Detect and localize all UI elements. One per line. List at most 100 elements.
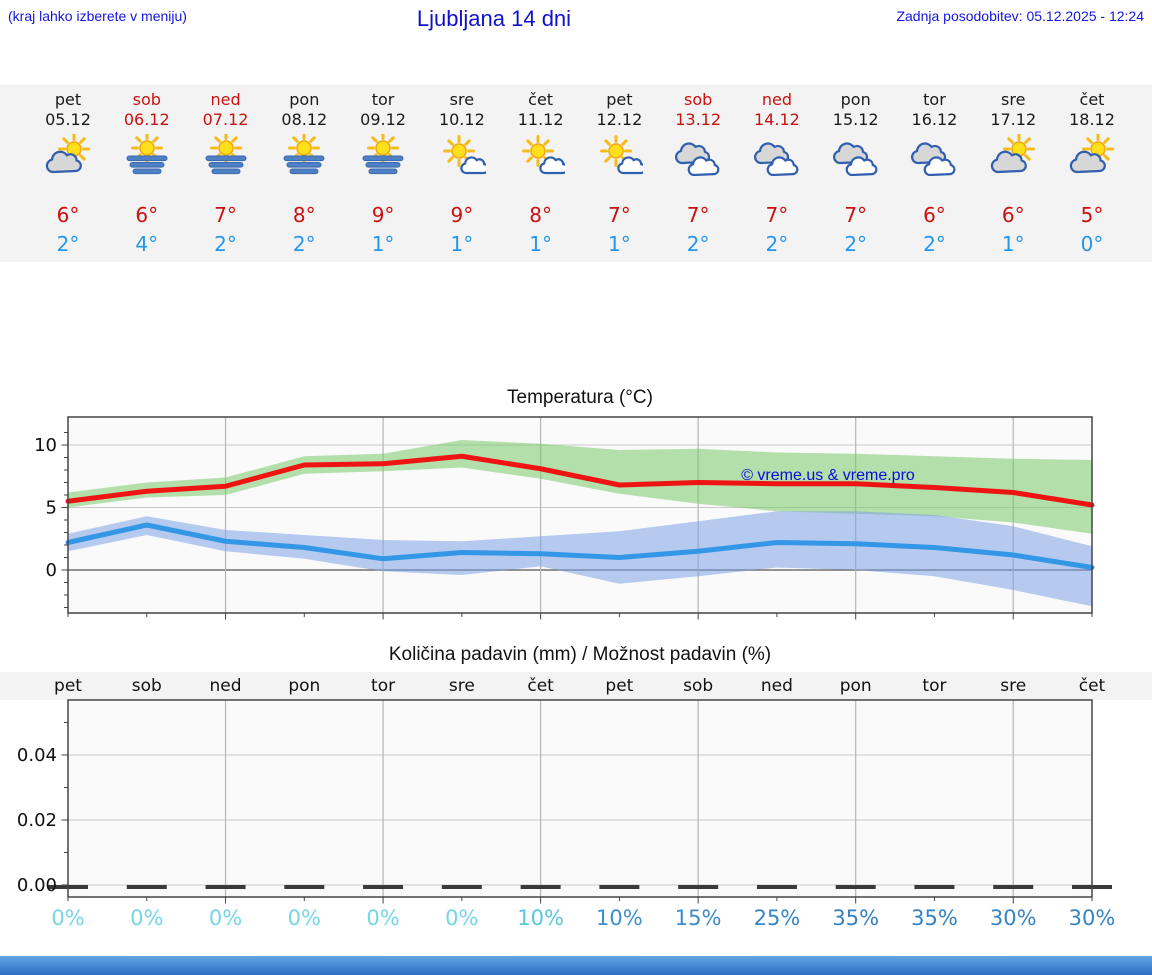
low-temp: 1° [529,232,552,256]
day-label: tor [371,90,395,109]
precip-probability: 30% [1068,906,1116,930]
watermark: © vreme.us & vreme.pro [741,467,915,484]
precip-bar [599,885,640,889]
day-date: 07.12 [202,110,249,129]
forecast-day-column: tor 09.12 9° 1° [344,85,422,262]
precip-day-label: sre [448,676,475,696]
forecast-day-column: sre 10.12 9° 1° [423,85,501,262]
forecast-day-column: pon 15.12 7° 2° [817,85,895,262]
high-temp: 7° [765,203,789,227]
precip-day-label: sob [683,676,714,696]
precip-day-label: sre [1000,676,1027,696]
precip-y-tick-label: 0.04 [17,745,57,766]
cloudy-icon [674,134,722,176]
forecast-day-column: sre 17.12 6° 1° [974,85,1052,262]
mostly-sunny-icon [517,134,565,176]
precip-day-label: ned [760,676,793,696]
precip-bar [520,885,561,889]
day-date: 16.12 [911,110,958,129]
high-temp: 6° [923,203,946,227]
precip-bar [914,885,955,889]
day-label: sob [132,90,161,109]
forecast-day-column: tor 16.12 6° 2° [895,85,973,262]
forecast-day-column: ned 07.12 7° 2° [187,85,265,262]
precip-probability: 35% [911,906,958,930]
day-date: 15.12 [832,110,879,129]
high-temp: 6° [1001,203,1025,227]
precip-probability: 0% [51,906,85,930]
day-date: 09.12 [360,110,406,129]
day-date: 18.12 [1069,110,1115,129]
day-date: 10.12 [438,110,485,129]
day-date: 05.12 [45,110,91,129]
sun-fog-icon [202,134,250,176]
precip-day-label: pon [839,676,872,696]
precip-probability: 35% [832,906,880,930]
precip-probability: 0% [130,906,164,930]
precip-y-tick-label: 0.00 [17,875,57,896]
precip-probability: 0% [366,906,400,930]
precip-probability: 15% [674,906,722,930]
footer-bar [0,956,1152,975]
day-label: pon [289,90,320,109]
precip-bar [835,885,876,889]
day-label: pet [606,90,633,109]
low-temp: 2° [56,232,80,256]
mostly-sunny-icon [595,134,643,176]
low-temp: 2° [765,232,789,256]
day-date: 11.12 [517,110,564,129]
day-label: ned [210,90,241,109]
day-label: tor [923,90,946,109]
low-temp: 1° [1001,232,1025,256]
precip-bar [126,885,167,889]
day-date: 17.12 [990,110,1037,129]
high-temp: 9° [371,203,395,227]
precip-bar [363,885,404,889]
day-date: 06.12 [123,110,170,129]
last-update: Zadnja posodobitev: 05.12.2025 - 12:24 [896,8,1144,24]
low-temp: 0° [1080,232,1104,256]
precip-day-label: tor [922,676,947,696]
precip-probability: 0% [208,906,243,930]
high-temp: 9° [450,203,474,227]
precipitation-probability-row: 0% 0% 0% 0% 0% 0% 10% 10% 15% 25% 35% 35% 30% 30% [0,903,1152,937]
day-label: sob [684,90,713,109]
forecast-day-column: sob 06.12 6° 4° [108,85,186,262]
temperature-chart: 0 5 10 [34,416,1095,620]
precip-y-tick-label: 0.02 [17,810,57,831]
high-temp: 6° [135,203,159,227]
precip-day-label: tor [371,676,396,696]
temp-y-tick-label: 10 [34,435,57,456]
precip-day-label: pet [605,676,634,696]
forecast-day-column: pon 08.12 8° 2° [265,85,343,262]
page-title: Ljubljana 14 dni [416,6,572,31]
low-temp: 4° [135,232,159,256]
cloudy-icon [910,134,958,176]
day-label: pon [840,90,871,109]
forecast-day-column: pet 12.12 7° 1° [580,85,658,262]
sun-fog-icon [280,134,328,176]
high-temp: 5° [1080,203,1104,227]
precip-probability: 10% [596,906,643,930]
precipitation-chart: 0.00 0.02 0.04 [17,699,1112,904]
high-temp: 8° [292,203,316,227]
menu-hint[interactable]: (kraj lahko izberete v meniju) [8,8,187,24]
precipitation-day-labels: pet sob ned pon tor sre čet pet sob ned pon tor sre č… [0,672,1152,700]
high-temp: 7° [214,203,237,227]
precip-bar [678,885,719,889]
day-label: ned [761,90,792,109]
sun-fog-icon [123,134,171,176]
cloudy-icon [832,134,880,176]
low-temp: 1° [371,232,395,256]
high-temp: 8° [529,203,552,227]
forecast-day-column: sob 13.12 7° 2° [659,85,737,262]
precip-day-label: pon [288,676,321,696]
day-date: 08.12 [281,110,328,129]
precip-probability: 0% [287,906,321,930]
forecast-day-column: ned 14.12 7° 2° [738,85,816,262]
precip-bar [993,885,1034,889]
precipitation-chart-title: Količina padavin (mm) / Možnost padavin … [388,644,772,665]
precip-day-label: čet [1078,676,1106,696]
day-label: čet [528,90,554,109]
